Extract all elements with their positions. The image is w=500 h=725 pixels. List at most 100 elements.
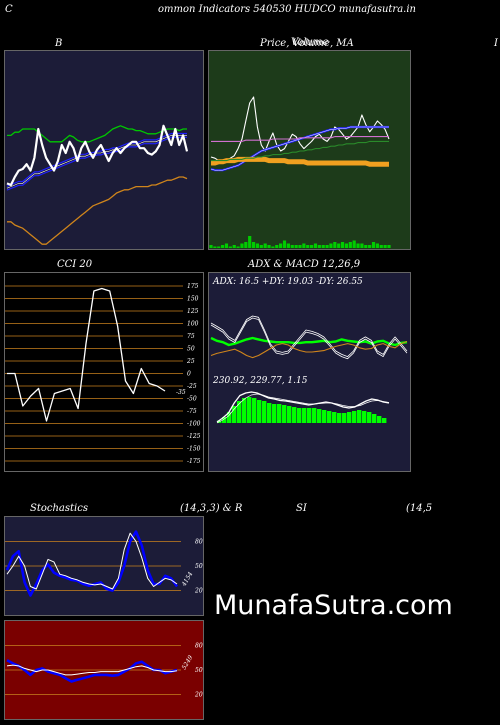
volume-bar: [228, 246, 232, 248]
cci-tick-label: -50: [187, 396, 197, 403]
rsi-tick-label: 80: [195, 642, 203, 649]
macd-histogram-bar: [282, 405, 287, 423]
bollinger-middle-band-lower-edge: [6, 136, 187, 191]
volume-bar: [279, 243, 283, 248]
corner-label-right: I: [494, 38, 498, 49]
page-title: ommon Indicators 540530 HUDCO munafasutr…: [158, 4, 416, 15]
volume-bar: [340, 242, 345, 248]
macd-histogram-bar: [327, 411, 332, 423]
volume-bar: [371, 242, 376, 248]
macd-histogram-bar: [357, 410, 362, 423]
volume-bar: [364, 245, 368, 248]
stoch-panel-title-left: Stochastics: [30, 503, 88, 514]
stoch-panel-title-right: (14,3,3) & R: [180, 503, 243, 514]
rsi-tick-label: 50: [195, 667, 203, 674]
volume-bar: [348, 242, 352, 248]
volume-bar: [352, 240, 356, 248]
macd-histogram-bar: [317, 409, 322, 423]
price-volume-ma-panel: [208, 50, 411, 250]
macd-histogram-bar: [377, 416, 382, 423]
rsi-panel-title-left: SI: [296, 503, 307, 514]
bollinger-price-line: [6, 124, 189, 187]
volume-bar: [286, 243, 290, 248]
macd-histogram-bar: [272, 404, 277, 423]
volume-bar: [298, 245, 302, 248]
volume-bar: [213, 246, 217, 248]
volume-bar: [375, 243, 379, 248]
volume-bar: [306, 245, 310, 248]
macd-histogram-bar: [332, 412, 337, 423]
adx-plus-dy-line-inner: [210, 317, 408, 360]
cci-tick-label: -175: [187, 458, 201, 465]
volume-bar: [282, 240, 287, 248]
volume-bar: [337, 243, 341, 248]
volume-bar: [267, 245, 271, 248]
volume-bar: [275, 245, 279, 248]
macd-histogram-bar: [262, 401, 267, 423]
cci-line: [7, 287, 166, 422]
cci-tick-label: -25: [187, 383, 197, 390]
stoch-tick-label: 80: [195, 538, 203, 545]
volume-bar: [379, 245, 383, 248]
macd-histogram-bar: [372, 414, 377, 423]
watermark: MunafaSutra.com: [214, 590, 453, 621]
volume-bar: [368, 245, 372, 248]
macd-histogram-bar: [307, 408, 312, 423]
macd-histogram-bar: [237, 401, 242, 423]
volume-bar: [383, 245, 387, 248]
cci-panel-title: CCI 20: [57, 259, 93, 270]
volume-bar: [310, 245, 314, 248]
macd-histogram-bar: [257, 400, 262, 423]
volume-bar: [217, 246, 221, 248]
macd-histogram-bar: [292, 407, 297, 423]
macd-histogram-bar: [252, 398, 257, 423]
macd-signal-line: [216, 393, 390, 424]
macd-histogram-bar: [337, 413, 342, 423]
cci-tick-label: 125: [187, 308, 199, 315]
volume-bar: [259, 245, 263, 248]
volume-bar: [271, 246, 275, 248]
adx-info-text: ADX: 16.5 +DY: 19.03 -DY: 26.55: [212, 277, 363, 287]
macd-histogram-bar: [312, 408, 317, 423]
rsi-panel-title-right: (14,5: [406, 503, 433, 514]
cci-panel: 175 150 125 100 75 50 25 0 -25 -50 -75 -100 -125 -150…: [4, 272, 204, 472]
volume-bar: [356, 243, 360, 248]
volume-bar: [321, 245, 325, 248]
price-panel-title-overlap: Volume: [291, 37, 329, 48]
macd-histogram-bar: [297, 408, 302, 423]
stochastics-panel: 80 50 20 4154: [4, 516, 204, 616]
macd-histogram-bar: [352, 411, 357, 423]
macd-info-text: 230.92, 229.77, 1.15: [212, 376, 308, 386]
price-ma_pink-line: [211, 136, 389, 142]
volume-bar: [302, 243, 306, 248]
stoch-tick-label: 50: [195, 563, 203, 570]
volume-bar: [232, 245, 236, 248]
price-ma_green-line: [211, 140, 389, 162]
stoch-d-line: [6, 532, 178, 590]
macd-histogram-bar: [247, 397, 252, 423]
macd-histogram-bar: [362, 411, 367, 423]
volume-bar: [325, 245, 329, 248]
price-ma-blue-core: [210, 126, 389, 171]
adx-background: [209, 273, 410, 471]
volume-bar: [209, 245, 213, 248]
bb-panel-title: B: [55, 38, 63, 49]
adx-plus-dy-line: [210, 315, 408, 357]
macd-histogram-bar: [322, 410, 327, 423]
macd-histogram-bar: [232, 406, 237, 423]
macd-histogram-bar: [347, 412, 352, 423]
volume-bar: [313, 243, 318, 248]
volume-bar: [240, 243, 244, 248]
volume-bar: [360, 243, 364, 248]
volume-bar: [290, 245, 294, 248]
rsi-panel: 80 50 20 5249: [4, 620, 204, 720]
cci-background: [5, 273, 203, 471]
corner-label-left: C: [5, 4, 13, 15]
macd-histogram-bar: [382, 418, 387, 423]
cci-tick-label: 100: [187, 321, 199, 328]
volume-bar: [244, 242, 248, 248]
adx-adx-line: [210, 336, 408, 347]
volume-bar: [317, 245, 321, 248]
volume-bar: [251, 242, 256, 248]
cci-tick-label: 0: [187, 371, 191, 378]
